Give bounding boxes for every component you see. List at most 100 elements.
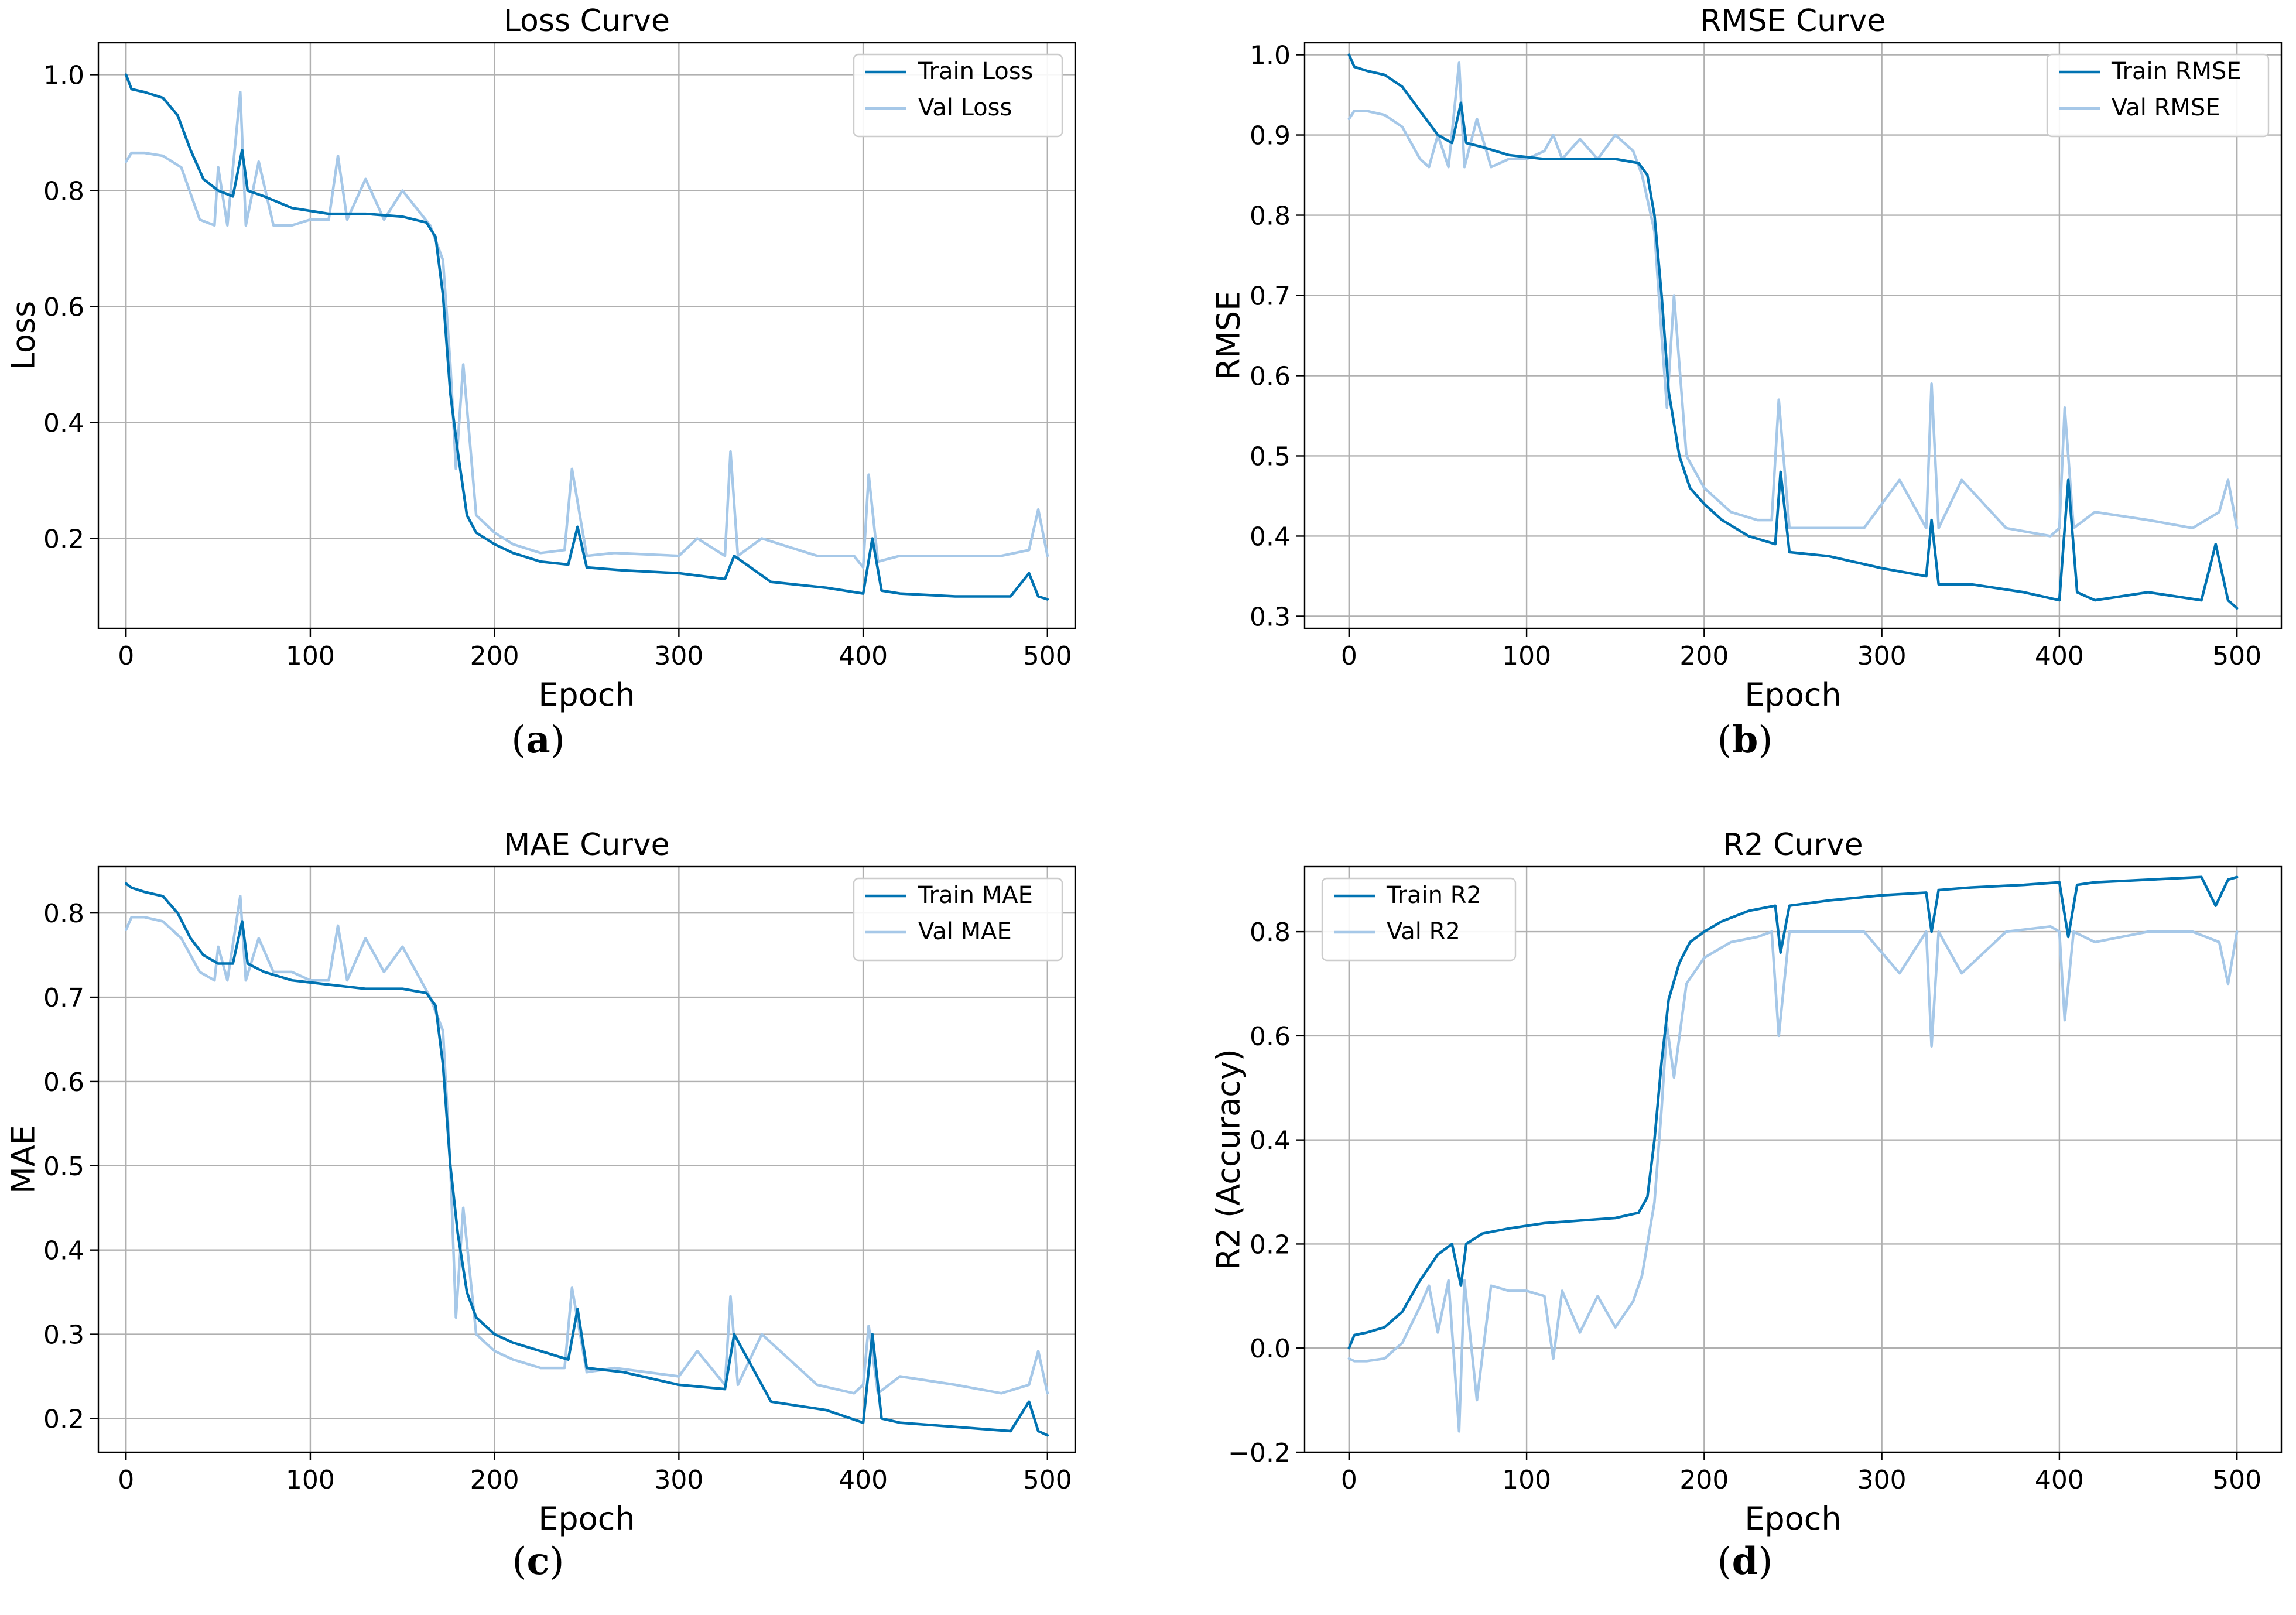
y-tick-label: 0.4 [1250, 1126, 1291, 1156]
chart-panel-b: 0 100 200 300 400 500 0.3 0.4 0.5 0.6 0.7 0.8 0.9 1.0… [1210, 4, 2283, 762]
y-tick-label: −0.2 [1228, 1438, 1291, 1468]
y-tick-label: 0.3 [1250, 602, 1291, 632]
panel-caption: (c) [512, 1539, 564, 1583]
x-tick-label: 200 [470, 641, 519, 671]
y-tick-label: 0.8 [43, 899, 84, 929]
legend-label-val: Val Loss [918, 94, 1012, 121]
y-tick-label: 0.8 [43, 176, 84, 206]
caption-letter: c [527, 1539, 550, 1583]
legend: Train RMSE Val RMSE [2046, 53, 2270, 138]
legend-label-val: Val MAE [918, 918, 1012, 945]
y-tick-label: 0.6 [43, 292, 84, 322]
legend-frame [1321, 877, 1517, 962]
y-tick-label: 0.2 [43, 525, 84, 555]
x-tick-label: 300 [1857, 1465, 1907, 1495]
legend-label-val: Val RMSE [2112, 94, 2220, 121]
x-tick-label: 300 [654, 641, 703, 671]
caption-letter: a [526, 718, 550, 762]
y-tick-label: 0.3 [43, 1320, 84, 1350]
caption-close: ) [549, 1540, 564, 1583]
y-axis-label: R2 (Accuracy) [1210, 1049, 1247, 1270]
caption-close: ) [1758, 718, 1773, 762]
y-tick-label: 0.4 [43, 1236, 84, 1266]
caption-open: ( [512, 1540, 527, 1583]
x-tick-label: 0 [118, 641, 134, 671]
x-axis-label: Epoch [538, 1500, 635, 1537]
x-tick-label: 100 [1502, 641, 1551, 671]
x-tick-label: 100 [1502, 1465, 1551, 1495]
series-line-train [124, 73, 1049, 601]
y-tick-label: 0.6 [43, 1067, 84, 1097]
caption-close: ) [1758, 1540, 1773, 1583]
legend-label-train: Train R2 [1386, 882, 1481, 909]
x-tick-label: 400 [839, 1465, 888, 1495]
y-tick-label: 1.0 [1250, 41, 1291, 71]
chart-title: Loss Curve [504, 4, 670, 39]
y-tick-label: 0.4 [43, 409, 84, 439]
series-line-val [1347, 925, 2239, 1433]
y-tick-label: 0.5 [43, 1152, 84, 1182]
chart-title: RMSE Curve [1700, 4, 1886, 39]
legend-label-train: Train RMSE [2111, 58, 2242, 85]
legend-label-train: Train Loss [918, 58, 1033, 85]
y-tick-label: 0.0 [1250, 1334, 1291, 1364]
series-line-val [1347, 61, 2239, 538]
y-axis-label: MAE [5, 1125, 42, 1194]
x-axis-label: Epoch [538, 676, 635, 713]
legend: Train Loss Val Loss [853, 53, 1063, 138]
y-tick-label: 0.7 [43, 983, 84, 1013]
x-axis-label: Epoch [1744, 676, 1841, 713]
x-tick-label: 300 [654, 1465, 703, 1495]
legend-frame [853, 53, 1063, 138]
x-tick-label: 400 [839, 641, 888, 671]
legend: Train MAE Val MAE [853, 877, 1063, 962]
x-tick-label: 400 [2035, 641, 2084, 671]
x-tick-label: 300 [1857, 641, 1907, 671]
caption-close: ) [550, 718, 565, 762]
caption-letter: d [1732, 1539, 1758, 1583]
x-tick-label: 200 [470, 1465, 519, 1495]
x-tick-label: 200 [1679, 1465, 1729, 1495]
chart-panel-d: 0 100 200 300 400 500 −0.2 0.0 0.2 0.4 0.6 0.8 R2 Cu… [1210, 827, 2283, 1583]
y-tick-label: 0.5 [1250, 442, 1291, 471]
plot-area-frame [97, 42, 1076, 629]
plot-area-frame [1303, 865, 2283, 1453]
y-tick-label: 0.2 [43, 1404, 84, 1434]
y-axis-label: Loss [5, 301, 42, 370]
caption-open: ( [1717, 718, 1732, 762]
y-tick-label: 0.9 [1250, 121, 1291, 151]
legend-label-val: Val R2 [1387, 918, 1460, 945]
y-tick-label: 0.4 [1250, 522, 1291, 552]
x-tick-label: 100 [286, 641, 335, 671]
chart-panel-a: 0 100 200 300 400 500 0.2 0.4 0.6 0.8 1.0 Loss Curv… [5, 4, 1076, 762]
caption-letter: b [1732, 718, 1758, 762]
x-axis-label: Epoch [1744, 1500, 1841, 1537]
panel-caption: (b) [1717, 718, 1773, 762]
series-line-train [1347, 875, 2239, 1350]
series-line-val [124, 895, 1049, 1395]
caption-open: ( [511, 718, 526, 762]
x-tick-label: 500 [1023, 1465, 1072, 1495]
x-tick-label: 0 [118, 1465, 134, 1495]
series-line-val [124, 90, 1049, 569]
y-tick-label: 0.6 [1250, 361, 1291, 391]
panel-caption: (a) [511, 718, 564, 762]
y-tick-label: 0.2 [1250, 1230, 1291, 1260]
legend-label-train: Train MAE [918, 882, 1033, 909]
caption-open: ( [1717, 1540, 1732, 1583]
x-tick-label: 0 [1341, 641, 1357, 671]
y-axis-label: RMSE [1210, 291, 1247, 381]
legend-frame [2046, 53, 2270, 138]
chart-title: MAE Curve [504, 827, 669, 863]
y-tick-label: 1.0 [43, 60, 84, 90]
plot-area-frame [1303, 42, 2283, 629]
y-tick-label: 0.6 [1250, 1022, 1291, 1052]
legend: Train R2 Val R2 [1321, 877, 1517, 962]
chart-panel-c: 0 100 200 300 400 500 0.2 0.3 0.4 0.5 0.6 0.7 0.8 MAE… [5, 827, 1076, 1583]
x-tick-label: 100 [286, 1465, 335, 1495]
legend-frame [853, 877, 1063, 962]
x-tick-label: 500 [2212, 1465, 2261, 1495]
series-line-train [124, 882, 1049, 1437]
series-line-train [1347, 53, 2239, 610]
